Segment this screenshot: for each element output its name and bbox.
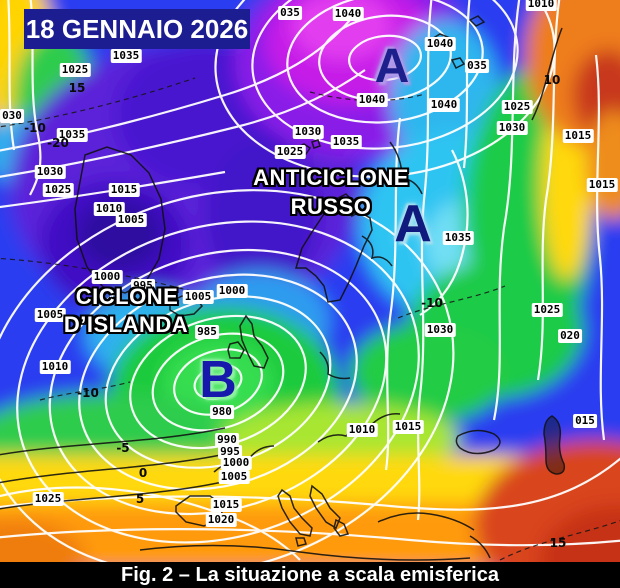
pressure-label: 1010 [39, 360, 71, 374]
pressure-label: 1025 [32, 492, 64, 506]
pressure-label: 1025 [42, 183, 74, 197]
temperature-label: -10 [24, 121, 46, 135]
pressure-label: 020 [558, 329, 582, 343]
pressure-system-low-iceland: B [199, 351, 237, 409]
pressure-label: 1040 [424, 37, 456, 51]
pressure-label: 1040 [332, 7, 364, 21]
pressure-label: 1040 [356, 93, 388, 107]
caption-text: Fig. 2 – La situazione a scala emisferic… [121, 563, 499, 586]
pressure-label: 990 [215, 433, 239, 447]
temperature-label: 10 [543, 73, 561, 87]
system-name-label: CICLONE [75, 284, 179, 309]
system-name-label: ANTICICLONE [253, 165, 409, 190]
pressure-label: 1010 [93, 202, 125, 216]
pressure-label: 1025 [274, 145, 306, 159]
pressure-label: 035 [465, 59, 489, 73]
temperature-label: 0 [138, 466, 148, 480]
pressure-label: 1010 [525, 0, 557, 11]
pressure-label: 1005 [115, 213, 147, 227]
system-name-label: D’ISLANDA [63, 312, 189, 337]
pressure-label: 980 [210, 405, 234, 419]
temperature-label: 15 [549, 536, 567, 550]
pressure-system-high-arctic: A [374, 40, 410, 93]
pressure-label: 1025 [59, 63, 91, 77]
pressure-label: 1005 [218, 470, 250, 484]
pressure-label: 1020 [205, 513, 237, 527]
pressure-label: 1000 [220, 456, 252, 470]
temperature-field [0, 0, 620, 562]
pressure-label: 1035 [442, 231, 474, 245]
date-banner-text: 18 GENNAIO 2026 [25, 13, 249, 44]
pressure-label: 1030 [292, 125, 324, 139]
caption-bar: Fig. 2 – La situazione a scala emisferic… [0, 562, 620, 588]
pressure-label: 1025 [531, 303, 563, 317]
pressure-label: 995 [131, 279, 155, 293]
pressure-label: 1015 [210, 498, 242, 512]
temperature-label: 5 [135, 492, 145, 506]
pressure-label: 985 [195, 325, 219, 339]
pressure-label: 030 [0, 109, 24, 123]
date-banner: 18 GENNAIO 2026 [24, 9, 250, 49]
pressure-label: 1035 [110, 49, 142, 63]
pressure-label: 1005 [34, 308, 66, 322]
pressure-label: 1040 [428, 98, 460, 112]
pressure-label: 1000 [91, 270, 123, 284]
pressure-label: 015 [573, 414, 597, 428]
pressure-label: 1025 [501, 100, 533, 114]
pressure-label: 1030 [34, 165, 66, 179]
pressure-label: 1015 [392, 420, 424, 434]
temperature-label: -10 [421, 296, 443, 310]
temperature-label: -10 [77, 386, 99, 400]
pressure-label: 1015 [586, 178, 618, 192]
pressure-label: 995 [218, 445, 242, 459]
pressure-map-svg [0, 0, 620, 562]
pressure-label: 1035 [56, 128, 88, 142]
system-name-label: RUSSO [290, 194, 372, 219]
pressure-label: 1030 [424, 323, 456, 337]
pressure-label: 1030 [496, 121, 528, 135]
pressure-label: 1015 [562, 129, 594, 143]
temperature-label: -20 [47, 136, 69, 150]
pressure-label: 1000 [216, 284, 248, 298]
isobar-lines [0, 0, 620, 562]
map-labels-layer: 1025 1035 030 1035 1030 1025 1015 1010 1005 035 10… [0, 0, 618, 550]
pressure-system-high-russia: A [394, 195, 432, 253]
pressure-label: 1005 [182, 290, 214, 304]
temperature-label: 15 [68, 81, 86, 95]
pressure-label: 1015 [108, 183, 140, 197]
pressure-label: 1010 [346, 423, 378, 437]
pressure-label: 1035 [330, 135, 362, 149]
pressure-label: 035 [278, 6, 302, 20]
temperature-label: -5 [116, 441, 130, 455]
